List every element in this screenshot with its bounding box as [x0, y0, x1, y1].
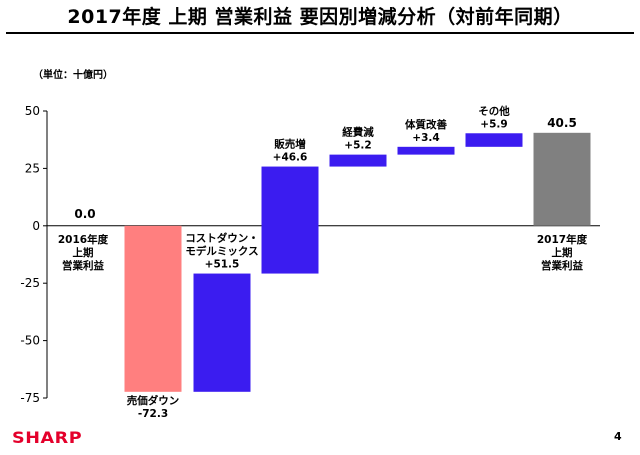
data-label: +3.4 — [412, 132, 439, 144]
category-label: 上期 — [73, 246, 94, 259]
category-label: 売価ダウン — [127, 394, 180, 407]
bar — [397, 146, 455, 155]
category-label: その他 — [478, 104, 510, 117]
category-label: 販売増 — [274, 138, 306, 151]
sharp-logo: SHARP — [12, 428, 83, 447]
title-underline — [6, 32, 634, 34]
data-label: 0.0 — [74, 207, 95, 221]
y-tick-label: 25 — [25, 161, 40, 175]
bar — [533, 132, 591, 226]
category-label: 経費減 — [342, 126, 374, 139]
data-label: 40.5 — [547, 116, 577, 130]
data-label: +5.9 — [480, 118, 507, 130]
page-number: 4 — [614, 430, 622, 443]
y-tick-label: -25 — [20, 276, 40, 290]
category-label: 2016年度 — [58, 233, 109, 246]
category-label: 営業利益 — [541, 259, 583, 272]
data-label: +46.6 — [273, 152, 308, 164]
y-tick-label: 0 — [32, 219, 40, 233]
category-label: コストダウン・ — [185, 232, 259, 245]
data-label: +5.2 — [344, 140, 371, 152]
category-label: モデルミックス — [185, 245, 258, 258]
category-label: 2017年度 — [537, 233, 588, 246]
category-label: 体質改善 — [405, 118, 447, 131]
data-label: +51.5 — [205, 259, 240, 271]
bar — [329, 154, 387, 167]
page-title: 2017年度 上期 営業利益 要因別増減分析（対前年同期） — [67, 6, 573, 28]
bar — [261, 166, 319, 274]
y-tick-label: 50 — [25, 104, 40, 118]
bar — [193, 273, 251, 392]
category-label: 上期 — [552, 246, 573, 259]
data-label: -72.3 — [138, 408, 168, 420]
bar — [124, 225, 182, 392]
bar — [465, 133, 523, 147]
category-label: 営業利益 — [62, 259, 104, 272]
unit-label: （単位：十億円） — [33, 70, 113, 81]
y-tick-label: -75 — [20, 391, 40, 405]
y-tick-label: -50 — [20, 334, 40, 348]
